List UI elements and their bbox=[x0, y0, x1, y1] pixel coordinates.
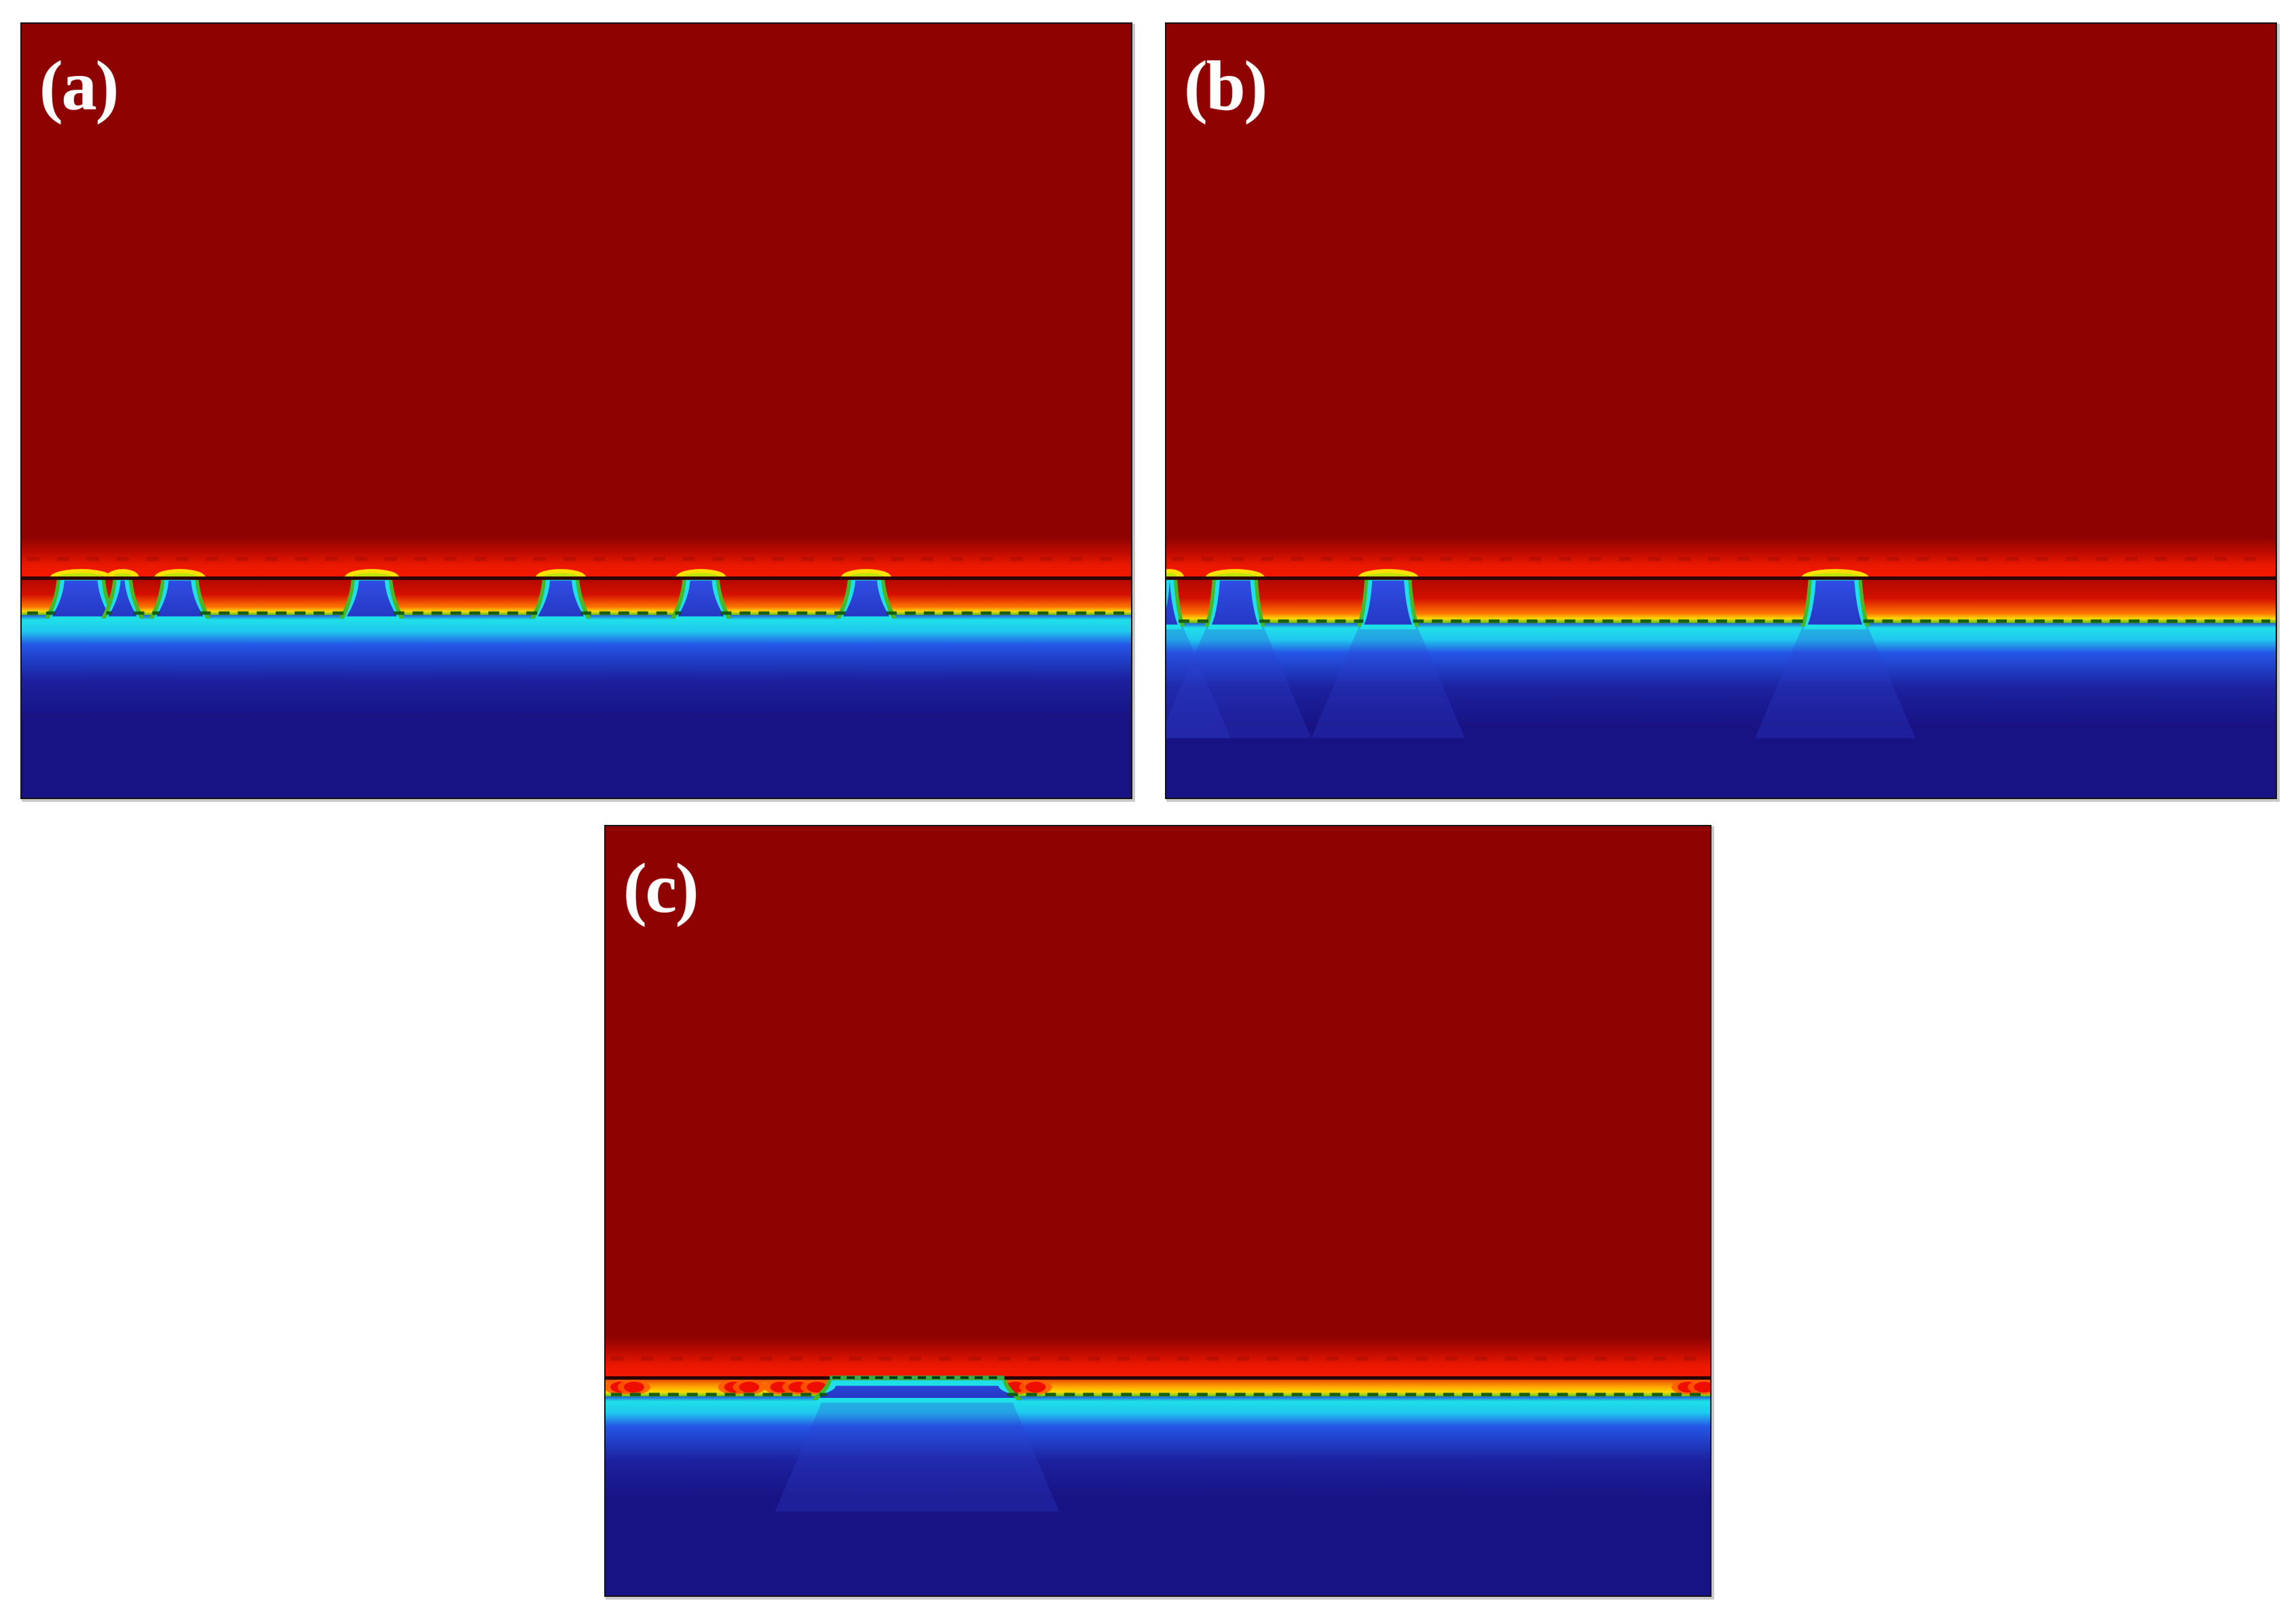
panel-c-label: (c) bbox=[623, 849, 699, 927]
panel-b-label: (b) bbox=[1184, 47, 1267, 125]
panel-a-label: (a) bbox=[39, 47, 119, 125]
panel-a: (a) bbox=[20, 22, 1132, 799]
contour-plot-c bbox=[606, 826, 1710, 1595]
contour-plot-a bbox=[22, 24, 1131, 798]
panel-c: (c) bbox=[604, 825, 1711, 1597]
panel-b: (b) bbox=[1165, 22, 2277, 799]
contour-plot-b bbox=[1166, 24, 2276, 798]
